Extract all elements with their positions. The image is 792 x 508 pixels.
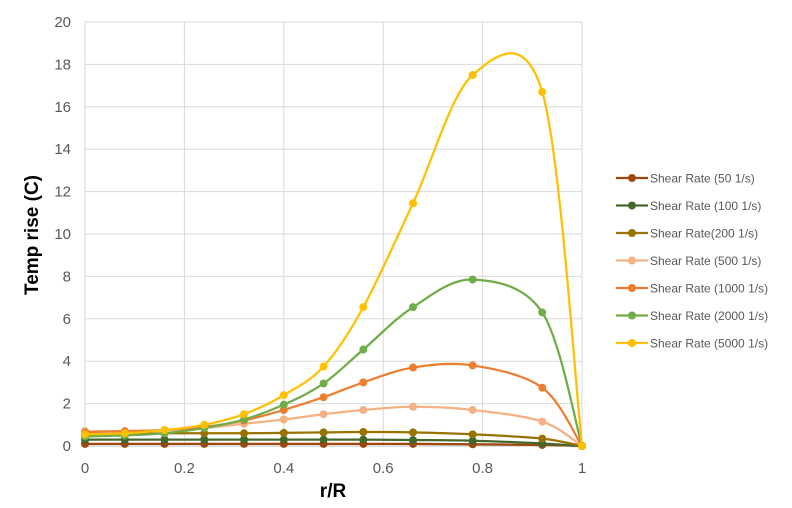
legend-marker (628, 284, 636, 292)
data-point (319, 379, 328, 388)
data-point (319, 428, 328, 437)
data-point (240, 435, 249, 444)
y-tick-label: 6 (63, 311, 71, 328)
series-line (83, 52, 584, 448)
legend-entry: Shear Rate (500 1/s) (616, 254, 761, 268)
y-tick-label: 4 (63, 353, 71, 370)
y-tick-label: 8 (63, 268, 71, 285)
data-point (359, 345, 368, 354)
data-point (120, 429, 129, 438)
y-tick-label: 0 (63, 438, 71, 455)
data-point (359, 378, 368, 387)
x-tick-label: 0.6 (373, 460, 394, 477)
x-tick-label: 0 (81, 460, 89, 477)
legend-entry: Shear Rate (1000 1/s) (616, 282, 768, 296)
data-point (279, 400, 288, 409)
plot-area (81, 52, 586, 450)
legend-label: Shear Rate (5000 1/s) (650, 337, 768, 351)
legend-entry: Shear Rate(200 1/s) (616, 227, 758, 241)
data-point (160, 426, 169, 435)
data-point (538, 383, 547, 392)
data-point (240, 410, 249, 419)
data-point (359, 405, 368, 414)
legend-entry: Shear Rate (50 1/s) (616, 172, 755, 186)
data-point (578, 442, 586, 450)
legend-entry: Shear Rate (5000 1/s) (616, 337, 768, 351)
gridlines (84, 21, 583, 446)
data-point (468, 405, 477, 414)
y-tick-label: 2 (63, 396, 71, 413)
x-tick-label: 0.2 (174, 460, 195, 477)
legend-marker (628, 229, 636, 237)
data-point (160, 435, 169, 444)
x-tick-label: 0.4 (273, 460, 294, 477)
legend-marker (628, 311, 636, 320)
data-point (359, 435, 368, 444)
x-axis-title: r/R (320, 481, 347, 502)
data-point (240, 429, 249, 438)
legend-label: Shear Rate(200 1/s) (650, 227, 758, 241)
y-tick-label: 10 (54, 226, 71, 243)
legend-label: Shear Rate (100 1/s) (650, 199, 761, 213)
tick-labels: 0 2 4 6 8 10 12 14 16 18 20 0 0.2 0.4 0.6 0.8 1 (54, 14, 586, 477)
data-point (409, 436, 418, 445)
legend-marker (628, 174, 636, 182)
data-point (409, 363, 418, 372)
data-point (200, 435, 209, 444)
data-point (538, 417, 547, 426)
data-point (468, 436, 477, 445)
legend-label: Shear Rate (50 1/s) (650, 172, 755, 186)
data-point (319, 410, 328, 419)
legend-entry: Shear Rate (2000 1/s) (616, 309, 768, 323)
data-point (468, 361, 477, 370)
y-tick-label: 12 (54, 184, 71, 201)
data-point (468, 275, 477, 284)
data-point (359, 428, 368, 437)
legend-marker (628, 339, 636, 347)
data-point (81, 430, 89, 439)
legend-marker (628, 201, 636, 210)
data-point (409, 303, 418, 312)
data-point (538, 87, 547, 96)
legend-entry: Shear Rate (100 1/s) (616, 199, 761, 213)
data-point (200, 420, 209, 429)
x-tick-label: 1 (578, 460, 586, 477)
data-point (538, 308, 547, 317)
legend-marker (628, 256, 636, 265)
data-point (359, 303, 368, 312)
data-point (319, 362, 328, 371)
data-point (279, 391, 288, 400)
x-tick-label: 0.8 (472, 460, 493, 477)
legend-label: Shear Rate (2000 1/s) (650, 309, 768, 323)
data-point (279, 415, 288, 424)
data-point (538, 434, 547, 443)
y-axis-title: Temp rise (C) (22, 175, 43, 295)
data-point (279, 428, 288, 437)
data-point (409, 428, 418, 437)
data-point (319, 393, 328, 402)
data-point (279, 435, 288, 444)
y-tick-label: 20 (54, 14, 71, 31)
series-7 (81, 52, 586, 450)
data-point (319, 435, 328, 444)
y-tick-label: 16 (54, 99, 71, 116)
data-point (409, 199, 418, 208)
legend-label: Shear Rate (500 1/s) (650, 254, 761, 268)
y-tick-label: 14 (54, 141, 71, 158)
legend-label: Shear Rate (1000 1/s) (650, 282, 768, 296)
y-tick-label: 18 (54, 56, 71, 73)
data-point (409, 402, 418, 411)
data-point (468, 71, 477, 79)
legend: Shear Rate (50 1/s) Shear Rate (100 1/s) S… (616, 172, 768, 351)
data-point (468, 430, 477, 439)
